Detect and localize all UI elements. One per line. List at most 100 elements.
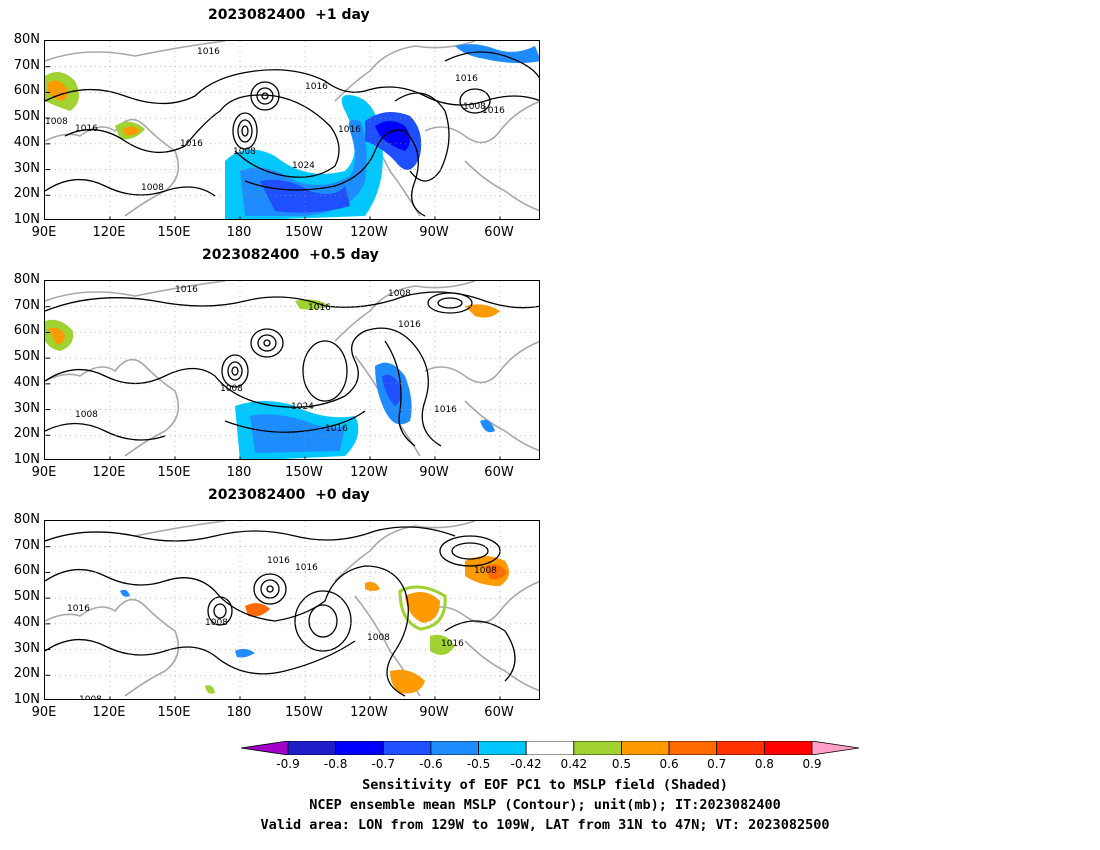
- map-panel-1: 1016 1016 1016 1016 1008 1008 1016 1024 …: [44, 40, 540, 220]
- lon-tick-label: 150E: [157, 465, 191, 480]
- lon-tick-label: 60W: [484, 465, 514, 480]
- colorbar: [241, 741, 859, 755]
- colorbar-swatch: [621, 741, 670, 755]
- colorbar-max-arrow: [811, 741, 859, 755]
- colorbar-swatch: [430, 741, 479, 755]
- isobar-label: 1008: [141, 183, 164, 193]
- colorbar-tick-label: 0.42: [560, 757, 588, 771]
- colorbar-tick-label: 0.6: [659, 757, 679, 771]
- colorbar-swatch: [573, 741, 622, 755]
- colorbar-swatch: [287, 741, 337, 755]
- lon-tick-label: 150E: [157, 225, 191, 240]
- sensitivity-shading: [120, 556, 509, 694]
- colorbar-swatch: [668, 741, 718, 755]
- isobar-label: 1016: [305, 82, 328, 92]
- panel-title-2: 2023082400 +0.5 day: [202, 247, 379, 263]
- panel-title-3: 2023082400 +0 day: [208, 487, 370, 503]
- isobar-label: 1008: [463, 102, 486, 112]
- isobar-label: 1008: [474, 566, 497, 576]
- lat-tick-label: 60N: [13, 323, 40, 339]
- isobar-label: 1016: [308, 303, 331, 313]
- lon-tick-label: 120W: [350, 465, 388, 480]
- coastlines: [45, 521, 539, 697]
- lat-tick-label: 20N: [13, 186, 40, 202]
- isobar-label: 1008: [45, 117, 68, 127]
- isobar-label: 1008: [388, 289, 411, 299]
- colorbar-tick-label: 0.9: [802, 757, 822, 771]
- isobar-label: 1016: [434, 405, 457, 415]
- lat-tick-label: 10N: [13, 452, 40, 467]
- map-panel-2: 1016 1016 1008 1016 1008 1024 1016 1008 …: [44, 280, 540, 460]
- lat-tick-label: 20N: [13, 666, 40, 682]
- map-panel-3: 1016 1016 1008 1016 1008 1008 1016 1008: [44, 520, 540, 700]
- isobar-contours: [45, 51, 539, 217]
- lat-tick-label: 60N: [13, 563, 40, 579]
- colorbar-swatch: [716, 741, 765, 755]
- caption-line-1: Sensitivity of EOF PC1 to MSLP field (Sh…: [362, 777, 728, 793]
- lon-tick-label: 120E: [92, 225, 126, 240]
- map-plot-1: 1016 1016 1016 1016 1008 1008 1016 1024 …: [45, 41, 539, 219]
- lat-tick-label: 70N: [13, 297, 40, 313]
- lon-tick-label: 150E: [157, 705, 191, 720]
- lat-tick-label: 80N: [13, 512, 40, 527]
- isobar-label: 1016: [75, 124, 98, 134]
- lat-tick-label: 70N: [13, 537, 40, 553]
- lat-tick-label: 60N: [13, 83, 40, 99]
- map-plot-2: 1016 1016 1008 1016 1008 1024 1016 1008 …: [45, 281, 539, 459]
- isobar-contours: [45, 291, 539, 447]
- colorbar-tick-label: -0.5: [466, 757, 491, 771]
- lon-tick-label: 90W: [419, 705, 449, 720]
- isobar-label: 1016: [325, 424, 348, 434]
- isobar-labels: 1016 1016 1008 1016 1008 1008 1016 1008: [67, 556, 497, 699]
- lat-tick-label: 40N: [13, 374, 40, 390]
- isobar-labels: 1016 1016 1016 1016 1008 1008 1016 1024 …: [45, 47, 505, 193]
- isobar-contours: [45, 526, 516, 697]
- lon-tick-label: 90W: [419, 225, 449, 240]
- isobar-label: 1008: [205, 618, 228, 628]
- isobar-label: 1008: [367, 633, 390, 643]
- colorbar-tick-label: 0.7: [707, 757, 727, 771]
- lat-tick-label: 50N: [13, 109, 40, 125]
- colorbar-tick-label: -0.6: [419, 757, 443, 771]
- colorbar-tick-label: -0.9: [276, 757, 300, 771]
- lon-tick-label: 150W: [285, 465, 323, 480]
- caption-line-3: Valid area: LON from 129W to 109W, LAT f…: [260, 817, 830, 833]
- lat-tick-label: 10N: [13, 692, 40, 707]
- isobar-label: 1024: [292, 161, 315, 171]
- lat-tick-label: 80N: [13, 272, 40, 287]
- isobar-label: 1008: [233, 147, 256, 157]
- isobar-label: 1016: [398, 320, 421, 330]
- isobar-labels: 1016 1016 1008 1016 1008 1024 1016 1008 …: [75, 285, 457, 434]
- isobar-label: 1016: [338, 125, 361, 135]
- isobar-label: 1016: [267, 556, 290, 566]
- lat-tick-label: 50N: [13, 589, 40, 605]
- lon-tick-label: 90E: [31, 465, 57, 480]
- isobar-label: 1016: [180, 139, 203, 149]
- panel-title-1: 2023082400 +1 day: [208, 7, 370, 23]
- lat-tick-label: 50N: [13, 349, 40, 365]
- colorbar-tick-label: -0.7: [371, 757, 395, 771]
- isobar-label: 1016: [455, 74, 478, 84]
- tick-marks: [45, 521, 539, 699]
- isobar-label: 1008: [220, 384, 243, 394]
- isobar-label: 1016: [67, 604, 90, 614]
- colorbar-min-arrow: [241, 741, 289, 755]
- lon-tick-label: 60W: [484, 705, 514, 720]
- lat-tick-label: 70N: [13, 57, 40, 73]
- lon-tick-label: 60W: [484, 225, 514, 240]
- lat-tick-label: 10N: [13, 212, 40, 227]
- colorbar-swatch: [763, 741, 813, 755]
- tick-marks: [45, 41, 539, 219]
- lat-tick-label: 30N: [13, 400, 40, 416]
- colorbar-tick-label: 0.5: [611, 757, 631, 771]
- tick-marks: [45, 281, 539, 459]
- sensitivity-shading: [45, 44, 539, 219]
- colorbar-swatch: [525, 741, 575, 755]
- colorbar-tick-label: 0.8: [754, 757, 774, 771]
- lat-tick-label: 20N: [13, 426, 40, 442]
- isobar-label: 1016: [441, 639, 464, 649]
- caption-line-2: NCEP ensemble mean MSLP (Contour); unit(…: [309, 797, 781, 813]
- isobar-label: 1016: [482, 106, 505, 116]
- isobar-label: 1016: [295, 563, 318, 573]
- lon-tick-label: 150W: [285, 705, 323, 720]
